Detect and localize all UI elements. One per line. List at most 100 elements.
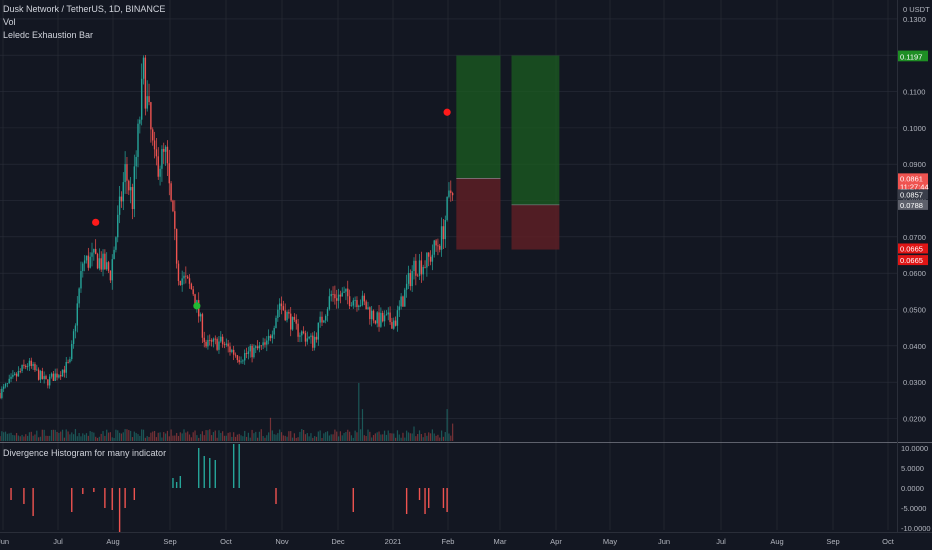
volume-bar: [355, 431, 356, 441]
volume-bar: [102, 431, 103, 441]
candle-body: [134, 166, 135, 209]
volume-bar: [220, 433, 221, 441]
volume-bar: [384, 431, 385, 441]
volume-bar: [430, 433, 431, 441]
volume-bar: [253, 433, 254, 441]
time-tick-label: Apr: [550, 537, 562, 546]
candle-body: [224, 344, 225, 345]
volume-bar: [141, 429, 142, 441]
histogram-bar: [209, 458, 210, 488]
candle-body: [397, 310, 398, 326]
volume-legend[interactable]: Vol: [3, 17, 16, 27]
volume-bar: [389, 433, 390, 441]
volume-bar: [397, 430, 398, 441]
indicator-legend[interactable]: Leledc Exhaustion Bar: [3, 30, 93, 40]
candle-body: [113, 250, 114, 259]
candle-body: [106, 262, 107, 269]
candle-body: [104, 254, 105, 270]
volume-bar: [104, 436, 105, 441]
volume-bar: [413, 427, 414, 442]
volume-bar: [222, 431, 223, 441]
volume-bar: [148, 437, 149, 441]
candle-body: [391, 322, 392, 329]
candle-body: [386, 314, 387, 315]
candle-body: [176, 229, 177, 264]
price-tick-label: 0.0500: [903, 305, 926, 314]
volume-bar: [163, 432, 164, 441]
histogram-bar: [198, 448, 199, 488]
candle-body: [441, 226, 442, 249]
candle-body: [75, 326, 76, 332]
candle-body: [170, 183, 171, 200]
candle-body: [147, 96, 148, 108]
candle-body: [345, 289, 346, 292]
volume-bar: [147, 436, 148, 441]
volume-bar: [360, 429, 361, 441]
candle-body: [45, 376, 46, 379]
volume-bar: [275, 435, 276, 441]
time-tick-label: Oct: [220, 537, 233, 546]
volume-bar: [31, 432, 32, 441]
candle-body: [365, 301, 366, 309]
volume-bar: [40, 437, 41, 441]
candle-body: [305, 333, 306, 342]
volume-bar: [145, 438, 146, 441]
candle-body: [332, 294, 333, 295]
candle-body: [356, 300, 357, 307]
volume-bar: [3, 432, 4, 441]
profit-zone: [512, 56, 560, 205]
candle-body: [205, 342, 206, 347]
volume-bar: [369, 432, 370, 441]
exhaustion-dot: [92, 219, 99, 226]
volume-bar: [388, 431, 389, 441]
volume-bar: [323, 433, 324, 441]
candle-body: [154, 140, 155, 149]
volume-bar: [121, 434, 122, 441]
sub-indicator-legend[interactable]: Divergence Histogram for many indicator: [3, 448, 166, 458]
candle-body: [450, 191, 451, 193]
time-tick-label: Oct: [882, 537, 895, 546]
candle-body: [139, 120, 140, 124]
volume-bar: [64, 438, 65, 441]
volume-bar: [428, 432, 429, 441]
candle-body: [145, 58, 146, 109]
volume-bar: [93, 433, 94, 441]
candle-body: [0, 393, 1, 398]
volume-bar: [366, 436, 367, 441]
candle-body: [432, 255, 433, 262]
candle-body: [40, 371, 41, 380]
symbol-legend[interactable]: Dusk Network / TetherUS, 1D, BINANCE: [3, 4, 165, 14]
price-tick-label: 0.1000: [903, 124, 926, 133]
volume-bar: [73, 434, 74, 441]
volume-bar: [158, 433, 159, 441]
volume-bar: [332, 434, 333, 441]
candle-body: [10, 377, 11, 379]
candle-body: [112, 259, 113, 280]
histogram-bar: [112, 488, 113, 510]
volume-bar: [194, 430, 195, 441]
volume-bar: [435, 436, 436, 441]
volume-bar: [259, 432, 260, 441]
candle-body: [264, 342, 265, 344]
histogram-bar: [419, 488, 420, 500]
exhaustion-dot: [444, 109, 451, 116]
volume-bar: [248, 433, 249, 441]
volume-bar: [349, 432, 350, 441]
volume-bar: [347, 430, 348, 441]
volume-bar: [375, 433, 376, 441]
volume-bar: [242, 436, 243, 441]
volume-bar: [250, 438, 251, 441]
candle-body: [325, 316, 326, 320]
candle-body: [200, 314, 201, 316]
candle-body: [362, 296, 363, 305]
volume-bar: [316, 437, 317, 441]
candle-body: [101, 258, 102, 269]
candle-body: [16, 374, 17, 377]
candle-body: [319, 317, 320, 323]
histogram-bar: [443, 488, 444, 508]
candle-body: [49, 377, 50, 386]
histogram-bar: [180, 476, 181, 488]
volume-bar: [401, 438, 402, 441]
volume-bar: [362, 409, 363, 441]
